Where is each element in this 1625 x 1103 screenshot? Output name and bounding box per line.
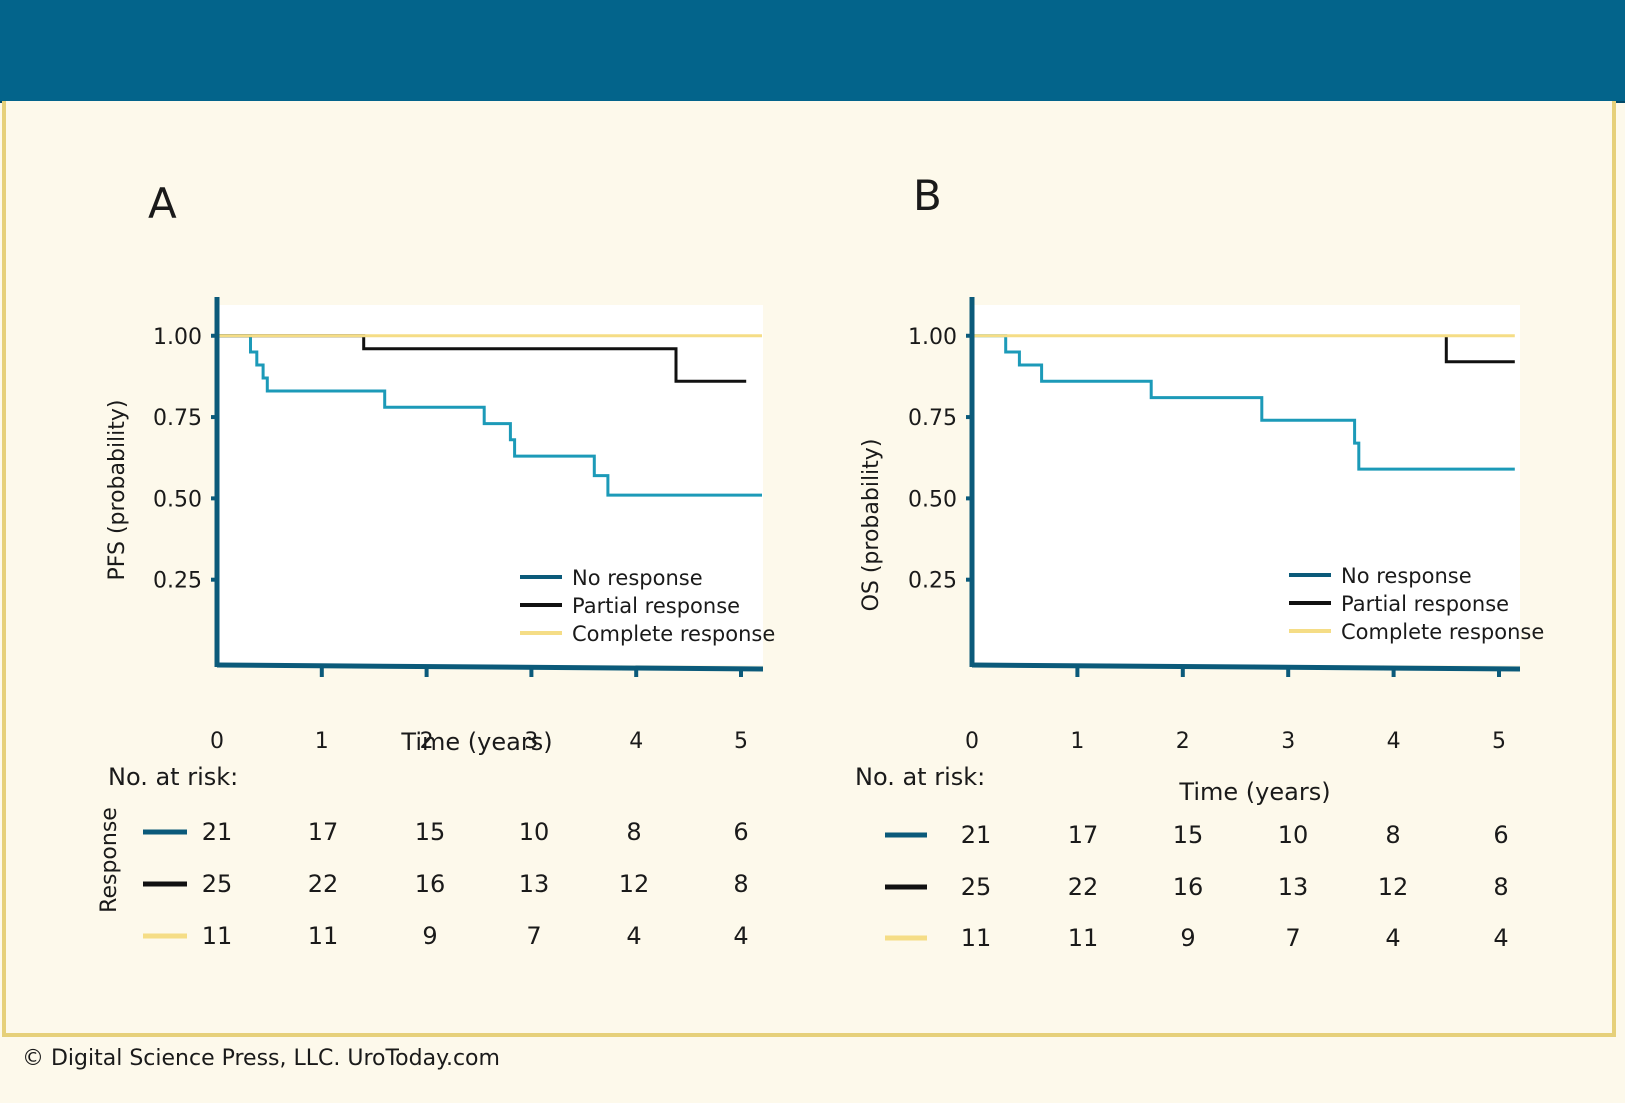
y-axis-label: OS (probability) — [859, 439, 884, 612]
x-tick-label: 2 — [420, 729, 434, 754]
risk-count: 16 — [415, 870, 446, 898]
series-line-no-response — [972, 334, 1515, 471]
risk-count: 21 — [202, 818, 233, 846]
risk-count: 7 — [526, 922, 541, 950]
y-tick-label: 1.00 — [908, 325, 957, 350]
legend-label-complete-response: Complete response — [572, 622, 775, 646]
plot-area — [217, 305, 763, 665]
risk-count: 4 — [626, 922, 641, 950]
legend-label-complete-response: Complete response — [1341, 620, 1544, 644]
risk-count: 13 — [1278, 873, 1309, 901]
panel-label: A — [148, 179, 177, 228]
x-axis — [971, 662, 1521, 672]
risk-table-title: No. at risk: — [855, 763, 985, 791]
x-axis — [216, 662, 764, 672]
risk-count: 17 — [1068, 821, 1099, 849]
x-tick-label: 5 — [1492, 729, 1506, 754]
risk-count: 15 — [1173, 821, 1204, 849]
y-tick-label: 0.50 — [908, 487, 957, 512]
plot-area — [972, 305, 1520, 665]
risk-count: 17 — [308, 818, 339, 846]
y-tick-label: 0.75 — [908, 406, 957, 431]
risk-count: 4 — [1493, 924, 1508, 952]
risk-count: 4 — [733, 922, 748, 950]
x-tick-label: 1 — [315, 729, 329, 754]
risk-count: 9 — [1180, 924, 1195, 952]
risk-count: 15 — [415, 818, 446, 846]
risk-count: 25 — [202, 870, 233, 898]
y-tick-label: 0.25 — [153, 569, 202, 594]
risk-count: 11 — [202, 922, 233, 950]
risk-count: 12 — [619, 870, 650, 898]
y-tick-label: 0.75 — [153, 406, 202, 431]
risk-count: 8 — [733, 870, 748, 898]
risk-table-title: No. at risk: — [108, 763, 238, 791]
risk-count: 6 — [733, 818, 748, 846]
legend-label-partial-response: Partial response — [572, 594, 740, 618]
risk-count: 25 — [961, 873, 992, 901]
risk-count: 6 — [1493, 821, 1508, 849]
risk-table-row-label: Response — [97, 807, 122, 913]
risk-count: 10 — [519, 818, 550, 846]
y-axis-label: PFS (probability) — [105, 399, 130, 580]
risk-count: 8 — [626, 818, 641, 846]
x-tick-label: 4 — [1387, 729, 1401, 754]
x-tick-label: 5 — [734, 729, 748, 754]
x-axis-label: Time (years) — [400, 728, 552, 756]
series-line-partial-response — [1444, 335, 1515, 364]
risk-count: 7 — [1285, 924, 1300, 952]
risk-count: 11 — [1068, 924, 1099, 952]
risk-count: 11 — [308, 922, 339, 950]
x-tick-label: 4 — [629, 729, 643, 754]
risk-count: 9 — [422, 922, 437, 950]
y-tick-label: 0.25 — [908, 569, 957, 594]
risk-count: 12 — [1378, 873, 1409, 901]
x-axis-label: Time (years) — [1178, 778, 1330, 806]
risk-count: 4 — [1385, 924, 1400, 952]
risk-count: 22 — [308, 870, 339, 898]
panel-label: B — [913, 171, 942, 220]
x-tick-label: 0 — [965, 729, 979, 754]
risk-count: 13 — [519, 870, 550, 898]
risk-count: 16 — [1173, 873, 1204, 901]
risk-count: 10 — [1278, 821, 1309, 849]
copyright-text: © Digital Science Press, LLC. UroToday.c… — [22, 1046, 500, 1071]
risk-count: 8 — [1385, 821, 1400, 849]
x-tick-label: 0 — [210, 729, 224, 754]
y-tick-label: 1.00 — [153, 325, 202, 350]
risk-count: 22 — [1068, 873, 1099, 901]
x-tick-label: 3 — [524, 729, 538, 754]
y-tick-label: 0.50 — [153, 487, 202, 512]
series-line-no-response — [217, 334, 762, 497]
risk-count: 11 — [961, 924, 992, 952]
risk-count: 21 — [961, 821, 992, 849]
risk-count: 8 — [1493, 873, 1508, 901]
legend-label-no-response: No response — [1341, 564, 1472, 588]
x-tick-label: 3 — [1281, 729, 1295, 754]
legend-label-no-response: No response — [572, 566, 703, 590]
x-tick-label: 1 — [1070, 729, 1084, 754]
x-tick-label: 2 — [1176, 729, 1190, 754]
legend-label-partial-response: Partial response — [1341, 592, 1509, 616]
